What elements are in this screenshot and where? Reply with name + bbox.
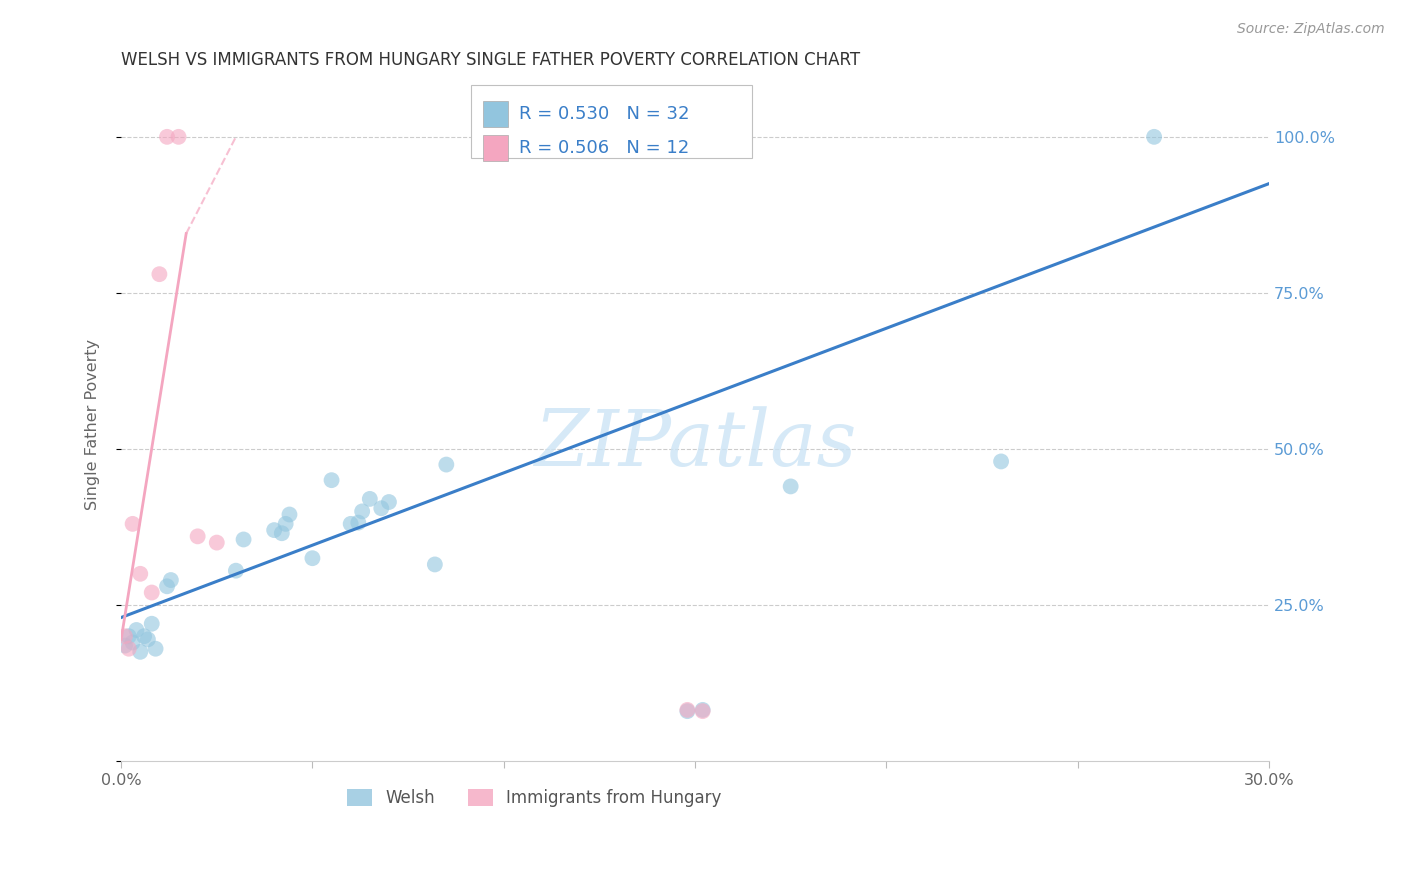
FancyBboxPatch shape [482, 136, 508, 161]
Point [141, 585, 163, 599]
Text: R = 0.506   N = 12: R = 0.506 N = 12 [519, 139, 690, 157]
Point [370, 501, 392, 516]
Point [232, 533, 254, 547]
Point [121, 516, 143, 531]
Point [301, 551, 323, 566]
Point [125, 623, 148, 637]
Text: Source: ZipAtlas.com: Source: ZipAtlas.com [1237, 22, 1385, 37]
Point [676, 703, 699, 717]
FancyBboxPatch shape [471, 85, 752, 158]
Point [263, 523, 285, 537]
Point [132, 629, 155, 643]
Point [321, 473, 343, 487]
Point [145, 641, 167, 656]
Point [156, 579, 179, 593]
Point [779, 479, 801, 493]
Point [274, 516, 297, 531]
Point [676, 704, 699, 718]
Point [378, 495, 401, 509]
FancyBboxPatch shape [482, 101, 508, 127]
Point [423, 558, 446, 572]
Text: R = 0.530   N = 32: R = 0.530 N = 32 [519, 105, 690, 123]
Point [121, 635, 143, 649]
Point [114, 629, 136, 643]
Y-axis label: Single Father Poverty: Single Father Poverty [86, 338, 100, 509]
Point [167, 129, 190, 144]
Point [114, 639, 136, 653]
Text: WELSH VS IMMIGRANTS FROM HUNGARY SINGLE FATHER POVERTY CORRELATION CHART: WELSH VS IMMIGRANTS FROM HUNGARY SINGLE … [121, 51, 860, 69]
Point [339, 516, 361, 531]
Point [156, 129, 179, 144]
Text: ZIPatlas: ZIPatlas [534, 406, 856, 483]
Point [148, 267, 170, 281]
Point [1143, 129, 1166, 144]
Point [141, 616, 163, 631]
Point [205, 535, 228, 549]
Point [347, 516, 370, 530]
Point [359, 491, 381, 506]
Point [278, 508, 301, 522]
Point [136, 632, 159, 647]
Point [692, 703, 714, 717]
Point [990, 454, 1012, 468]
Point [270, 526, 292, 541]
Point [352, 504, 374, 518]
Point [129, 566, 152, 581]
Point [225, 564, 247, 578]
Point [118, 641, 141, 656]
Point [187, 529, 209, 543]
Legend: Welsh, Immigrants from Hungary: Welsh, Immigrants from Hungary [340, 782, 728, 814]
Point [160, 573, 183, 587]
Point [129, 645, 152, 659]
Point [118, 629, 141, 643]
Point [434, 458, 457, 472]
Point [692, 704, 714, 718]
